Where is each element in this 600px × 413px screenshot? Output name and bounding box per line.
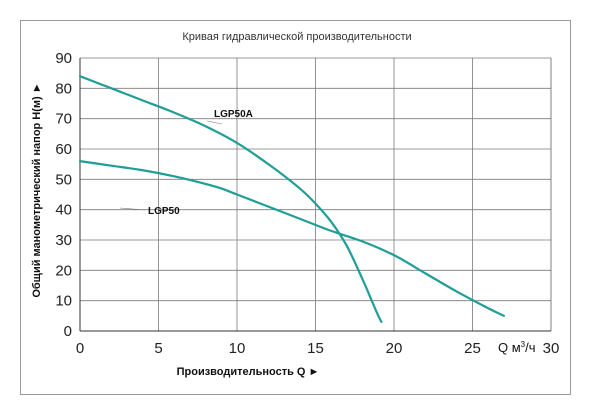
y-tick-label: 60 [55,141,72,158]
y-tick-label: 10 [55,293,72,310]
tick-labels: 0 5 10 15 20 25 30 0 10 20 30 40 50 60 70 80 90 [55,50,559,357]
series-line-lgp50a [78,75,383,323]
x-unit-main: Q м [498,340,521,355]
series-label-lgp50a: LGP50A [214,109,253,120]
series-label-lgp50: LGP50 [148,206,180,217]
y-tick-label: 90 [55,50,72,67]
x-tick-label: 20 [386,340,403,357]
y-tick-label: 50 [55,171,72,188]
x-unit-label: Q м3/ч [498,340,536,355]
x-axis-label: Производительность Q ► [177,366,320,378]
y-tick-label: 20 [55,262,72,279]
y-tick-label: 80 [55,80,72,97]
x-tick-label: 25 [464,340,481,357]
x-tick-label: 30 [543,340,560,357]
x-tick-label: 15 [307,340,324,357]
y-axis-label: Общий манометрический напор Н(м) ► [31,82,43,297]
series-layer [78,75,505,323]
y-tick-label: 30 [55,232,72,249]
x-unit-tail: /ч [525,340,535,355]
x-tick-label: 10 [229,340,246,357]
y-tick-label: 70 [55,111,72,128]
axes [79,58,551,332]
y-tick-label: 40 [55,202,72,219]
x-tick-label: 5 [154,340,162,357]
series-line-lgp50 [78,160,505,317]
x-tick-label: 0 [76,340,84,357]
x-unit-superscript: 3 [521,340,526,349]
series-leader-lgp50a [206,120,223,125]
series-leader-lgp50 [119,207,146,211]
y-tick-label: 0 [64,323,72,340]
grid [80,57,552,331]
chart-frame [20,20,571,395]
chart-title: Кривая гидравлической производительности [182,31,411,43]
